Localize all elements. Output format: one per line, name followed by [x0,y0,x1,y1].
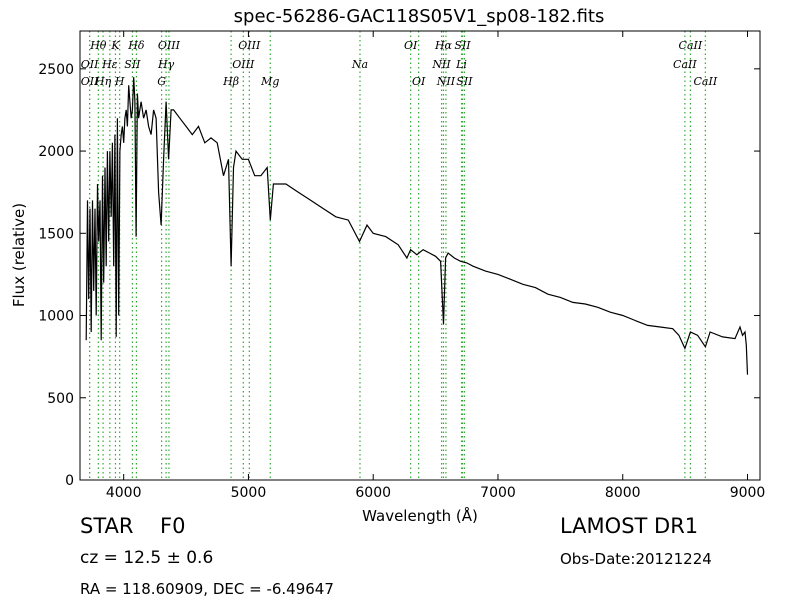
chart-title: spec-56286-GAC118S05V1_sp08-182.fits [234,6,605,27]
x-tick-label: 8000 [605,485,641,501]
class-label: STAR [80,514,134,538]
spectral-line-label: Hγ [157,58,175,71]
x-tick-label: 5000 [231,485,267,501]
spectral-line-label: Li [455,58,467,71]
x-axis: 4000 5000 6000 7000 8000 9000 [106,31,765,501]
y-axis-label: Flux (relative) [10,203,28,307]
spectral-line-label: K [110,39,120,52]
spectral-line-label: CaII [673,58,697,71]
spectral-line-label: NII [431,58,451,71]
spectrum-line [85,77,749,375]
spectral-line-label: OII [81,75,99,88]
x-tick-label: 9000 [730,485,766,501]
x-axis-label: Wavelength (Å) [362,506,478,525]
spectral-line-label: OII [81,58,99,71]
spectral-line-label: SII [124,58,141,71]
spectral-line-label: Hη [94,75,112,88]
obs-date-text: Obs-Date:20121224 [560,550,712,568]
spectral-line-label: OI [404,39,418,52]
subclass-label: F0 [160,514,186,538]
spectral-line-label: OI [412,75,426,88]
spectral-line-label: CaII [679,39,703,52]
spectral-line-markers [89,31,706,480]
spectral-line-label: OIII [238,39,261,52]
spectral-line-label: Hθ [89,39,107,52]
y-tick-label: 1000 [38,309,74,325]
y-tick-label: 0 [65,473,74,489]
plot-frame [79,30,761,481]
y-axis: 0 500 1000 1500 2000 2500 [38,62,760,489]
y-tick-label: 2500 [38,62,74,78]
x-tick-label: 7000 [480,485,516,501]
survey-label: LAMOST DR1 [560,514,699,538]
spectral-line-label: Mg [260,75,279,88]
spectral-line-label: NII [436,75,456,88]
x-tick-label: 6000 [355,485,391,501]
y-tick-label: 500 [47,391,74,407]
spectral-line-label: SII [456,75,473,88]
spectral-line-label: Hα [434,39,453,52]
spectral-line-label: Hδ [127,39,145,52]
spectral-line-label: G [157,75,166,88]
spectral-line-label: Hε [101,58,118,71]
spectral-line-label: Na [351,58,368,71]
y-tick-label: 1500 [38,226,74,242]
spectral-line-label: CaII [694,75,718,88]
x-tick-label: 4000 [106,485,142,501]
redshift-text: cz = 12.5 ± 0.6 [80,548,214,568]
spectral-line-label: SII [454,39,471,52]
coordinates-text: RA = 118.60909, DEC = -6.49647 [80,580,334,598]
spectral-line-label: OIII [232,58,255,71]
spectral-line-label: OIII [158,39,181,52]
y-tick-label: 2000 [38,144,74,160]
spectral-line-label: Hβ [222,75,239,88]
spectral-line-label: H [114,75,125,88]
